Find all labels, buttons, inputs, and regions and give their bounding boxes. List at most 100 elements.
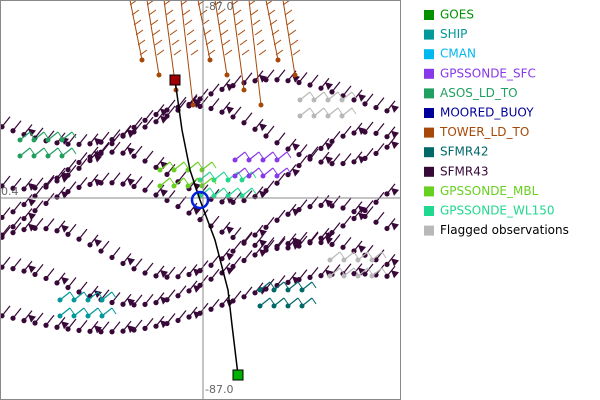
obs-dot xyxy=(327,257,333,263)
obs-dot xyxy=(142,158,148,164)
obs-dot xyxy=(175,317,181,324)
tower-barb xyxy=(180,0,194,106)
obs-dot xyxy=(76,165,82,171)
wind-flag xyxy=(226,252,234,261)
obs-dot xyxy=(252,242,258,248)
legend-swatch xyxy=(424,166,434,177)
obs-dot xyxy=(271,303,277,309)
obs-dot xyxy=(98,139,104,145)
obs-dot xyxy=(87,181,93,188)
obs-dot xyxy=(230,248,236,254)
obs-dot xyxy=(10,224,16,230)
obs-dot xyxy=(10,266,16,272)
obs-dot xyxy=(98,329,104,335)
obs-dot xyxy=(54,175,60,181)
obs-dot xyxy=(31,137,37,143)
obs-dot xyxy=(311,113,317,119)
obs-dot xyxy=(355,273,361,279)
obs-dot xyxy=(164,171,170,178)
wind-flag xyxy=(94,178,102,187)
obs-dot xyxy=(21,201,27,208)
tower-dot xyxy=(292,72,298,78)
obs-dot xyxy=(10,230,16,236)
obs-dot xyxy=(257,287,263,293)
obs-dot xyxy=(296,207,302,213)
legend-swatch xyxy=(424,147,434,158)
wind-flag xyxy=(94,238,102,247)
obs-barb-tick xyxy=(97,291,103,299)
legend-label: ASOS_LD_TO xyxy=(440,86,518,100)
obs-dot xyxy=(329,161,335,167)
obs-dot xyxy=(197,310,203,316)
obs-dot xyxy=(186,314,192,320)
tower-tick xyxy=(148,9,157,16)
wind-flag xyxy=(94,154,102,163)
obs-dot xyxy=(131,327,137,333)
obs-dot xyxy=(120,328,126,334)
obs-dot xyxy=(318,273,324,279)
obs-barb-tick xyxy=(209,171,215,179)
obs-barb-tick xyxy=(71,147,77,155)
obs-dot xyxy=(175,203,181,210)
obs-dot xyxy=(98,180,104,186)
obs-dot xyxy=(0,183,5,189)
obs-dot xyxy=(297,97,303,103)
obs-dot xyxy=(208,262,214,268)
obs-dot xyxy=(339,113,345,119)
tower-tick xyxy=(220,29,229,36)
obs-dot xyxy=(0,313,5,319)
obs-barb-tick xyxy=(381,267,387,275)
obs-barb-tick xyxy=(71,131,77,139)
obs-dot xyxy=(296,239,302,245)
obs-dot xyxy=(257,303,263,309)
obs-barb-tick xyxy=(43,147,49,155)
obs-barb-tick xyxy=(337,91,343,99)
obs-dot xyxy=(17,153,23,159)
obs-dot xyxy=(274,243,280,249)
wind-flag xyxy=(358,205,366,214)
obs-dot xyxy=(246,157,252,163)
obs-dot xyxy=(232,157,238,163)
obs-barb-tick xyxy=(29,147,35,155)
obs-barb-tick xyxy=(269,281,275,289)
obs-dot xyxy=(285,211,291,217)
wind-flag xyxy=(325,199,333,208)
tower-tick xyxy=(156,49,165,56)
obs-dot xyxy=(307,204,313,210)
obs-dot xyxy=(43,226,49,232)
wind-flag xyxy=(292,168,300,177)
obs-dot xyxy=(76,289,82,295)
wind-flag xyxy=(127,129,135,138)
obs-dot xyxy=(318,159,324,165)
tower-tick xyxy=(250,9,259,16)
obs-dot xyxy=(43,200,49,207)
obs-dot xyxy=(325,97,331,103)
obs-dot xyxy=(71,313,77,319)
obs-dot xyxy=(186,288,192,294)
obs-dot xyxy=(197,96,203,102)
obs-dot xyxy=(362,155,368,161)
obs-barb-tick xyxy=(57,147,63,155)
obs-barb-tick xyxy=(272,167,278,175)
obs-dot xyxy=(43,322,49,328)
obs-dot xyxy=(153,119,159,125)
obs-dot xyxy=(164,197,170,204)
tower-tick xyxy=(205,39,214,46)
tower-dot xyxy=(241,87,247,93)
obs-dot xyxy=(285,172,291,178)
tower-tick xyxy=(239,39,248,46)
obs-barb-tick xyxy=(69,291,75,299)
obs-dot xyxy=(131,124,137,130)
obs-dot xyxy=(87,157,93,164)
obs-dot xyxy=(384,144,390,150)
tower-dot xyxy=(258,102,264,108)
wind-flag xyxy=(358,244,366,253)
obs-barb-tick xyxy=(367,251,373,259)
wind-flag xyxy=(193,99,201,108)
obs-dot xyxy=(65,231,71,237)
tower-tick xyxy=(271,29,280,36)
obs-dot xyxy=(32,193,38,199)
obs-barb-tick xyxy=(339,251,345,259)
obs-dot xyxy=(85,313,91,319)
obs-dot xyxy=(0,264,5,270)
